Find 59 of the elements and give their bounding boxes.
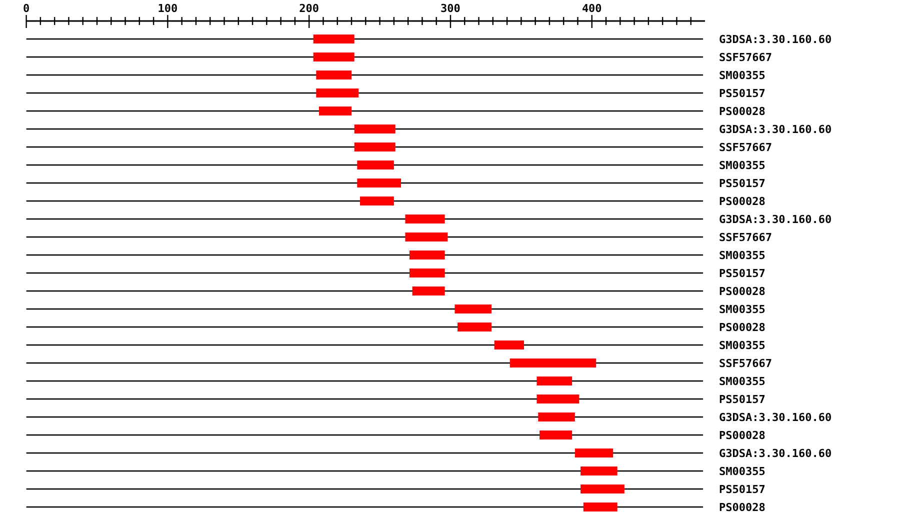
bar [409, 268, 445, 278]
y-tick-label: PS00028 [719, 321, 766, 334]
bar [313, 52, 354, 62]
bar [405, 214, 445, 224]
bar [454, 304, 492, 314]
y-tick-label: G3DSA:3.30.160.60 [719, 33, 832, 46]
y-tick-label: PS50157 [719, 87, 766, 100]
bar [583, 502, 618, 512]
x-tick-label: 300 [440, 2, 460, 15]
y-tick-label: PS00028 [719, 285, 766, 298]
y-tick-label: G3DSA:3.30.160.60 [719, 411, 832, 424]
y-tick-label: G3DSA:3.30.160.60 [719, 447, 832, 460]
y-tick-label: SSF57667 [719, 141, 772, 154]
bar [316, 70, 352, 80]
y-tick-label: G3DSA:3.30.160.60 [719, 213, 832, 226]
bar [316, 88, 359, 98]
y-tick-label: SM00355 [719, 249, 766, 262]
bar [494, 340, 524, 350]
y-tick-label: PS50157 [719, 177, 766, 190]
bar [458, 322, 492, 332]
x-tick-label: 0 [22, 2, 30, 15]
bar [536, 376, 572, 386]
y-tick-label: PS50157 [719, 483, 766, 496]
bar [580, 484, 624, 494]
bar [360, 196, 394, 206]
bar [318, 106, 352, 116]
bar [580, 466, 618, 476]
y-tick-label: SM00355 [719, 465, 766, 478]
bar [510, 358, 596, 368]
y-tick-label: SM00355 [719, 375, 766, 388]
y-tick-label: PS00028 [719, 195, 766, 208]
y-tick-label: SM00355 [719, 303, 766, 316]
y-tick-label: SM00355 [719, 339, 766, 352]
y-tick-label: SSF57667 [719, 51, 772, 64]
y-tick-label: PS50157 [719, 267, 766, 280]
bar [412, 286, 445, 296]
x-tick-label: 100 [158, 2, 178, 15]
y-tick-label: SSF57667 [719, 231, 772, 244]
x-tick-label: 200 [299, 2, 320, 15]
bar [536, 394, 580, 404]
y-tick-label: SM00355 [719, 159, 766, 172]
x-tick-label: 400 [582, 2, 602, 15]
bar [354, 124, 396, 134]
y-tick-label: PS50157 [719, 393, 766, 406]
bar [354, 142, 396, 152]
bar [357, 160, 394, 170]
y-tick-label: PS00028 [719, 501, 766, 514]
y-tick-label: PS00028 [719, 429, 766, 442]
bar [357, 178, 401, 188]
y-tick-label: G3DSA:3.30.160.60 [719, 123, 832, 136]
y-tick-label: SM00355 [719, 69, 766, 82]
bar [313, 34, 354, 44]
bar [574, 448, 614, 458]
bar [409, 250, 445, 260]
y-tick-label: SSF57667 [719, 357, 772, 370]
bar [540, 430, 572, 440]
bar [538, 412, 575, 422]
bar [405, 232, 448, 242]
y-tick-label: PS00028 [719, 105, 766, 118]
